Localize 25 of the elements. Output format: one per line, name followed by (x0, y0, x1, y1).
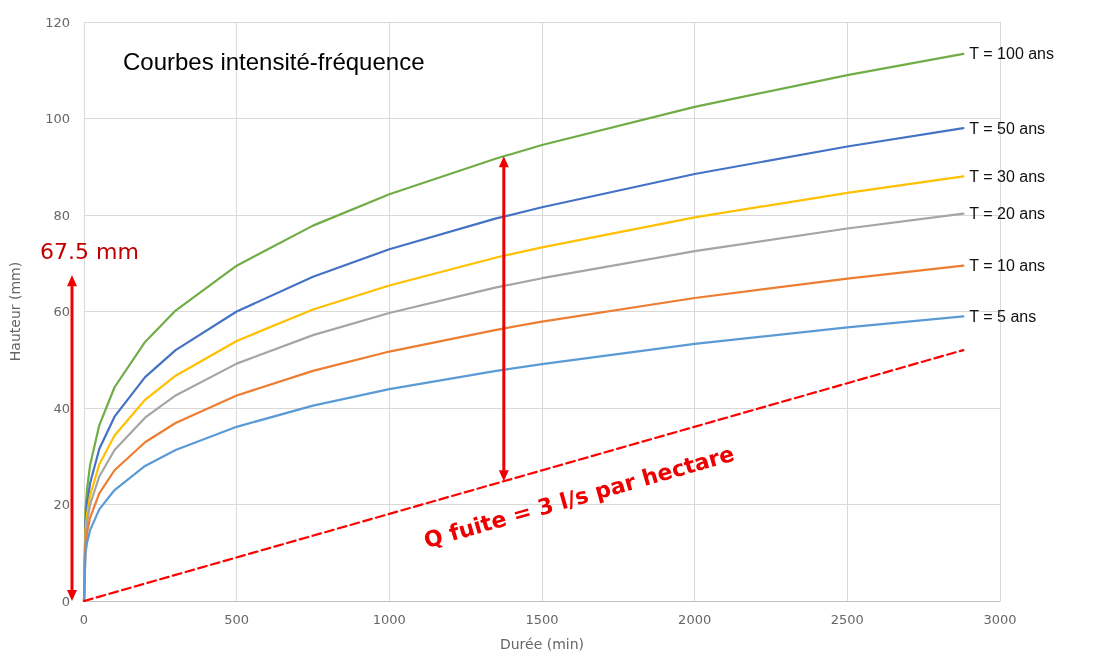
y-tick-label: 100 (45, 111, 70, 126)
annotation: Q fuite = 3 l/s par hectare (420, 440, 737, 553)
series-label: T = 50 ans (969, 119, 1046, 137)
y-tick-label: 0 (61, 593, 70, 609)
x-tick-label: 3000 (983, 612, 1017, 627)
y-tick-label: 120 (45, 14, 70, 30)
series-label: T = 20 ans (969, 205, 1046, 223)
series-label: T = 100 ans (969, 45, 1055, 63)
x-tick-label: 1500 (525, 612, 559, 627)
x-tick-label: 1000 (372, 612, 406, 627)
y-tick-label: 20 (53, 497, 70, 512)
y-tick-label: 40 (53, 400, 70, 416)
y-tick-label: 80 (53, 207, 70, 223)
x-tick-label: 2500 (830, 612, 864, 627)
series-label: T = 10 ans (969, 257, 1046, 275)
y-axis-title: Hauteur (mm) (7, 261, 23, 362)
x-tick-label: 500 (224, 612, 250, 627)
series-label: T = 30 ans (969, 167, 1046, 185)
y-tick-label: 60 (53, 304, 70, 319)
text: Courbes intensité-fréquence (123, 47, 425, 75)
x-tick-label: 2000 (678, 612, 712, 627)
x-tick-label: 0 (79, 612, 89, 627)
x-axis-title: Durée (min) (499, 636, 585, 652)
annotation: 67.5 mm (40, 239, 139, 265)
series-label: T = 5 ans (969, 307, 1037, 325)
